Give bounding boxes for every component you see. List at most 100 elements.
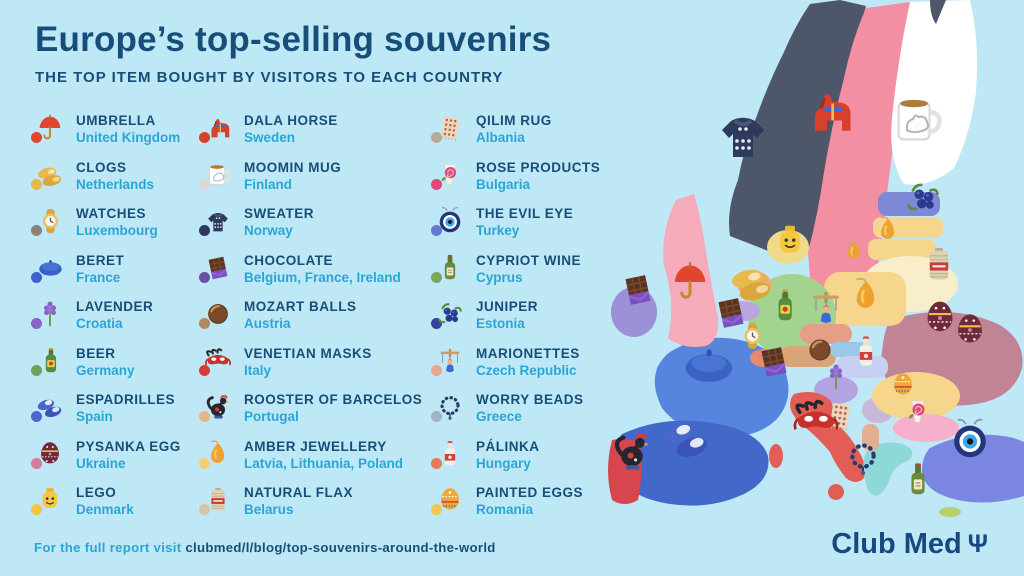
souvenir-item: CYPRIOT WINE Cyprus <box>431 252 645 299</box>
watch-icon <box>31 206 65 236</box>
souvenir-country: Romania <box>476 502 534 517</box>
marionette-icon <box>431 346 465 376</box>
souvenir-item: MARIONETTES Czech Republic <box>431 345 645 392</box>
juniper-icon <box>431 299 465 329</box>
footer-note: For the full report visit <box>34 540 186 555</box>
souvenir-item: PÁLINKA Hungary <box>431 438 645 485</box>
map-country-spain <box>613 420 769 506</box>
souvenir-name: AMBER JEWELLERY <box>244 438 387 454</box>
souvenir-country: Finland <box>244 176 292 192</box>
flax-icon <box>928 246 950 281</box>
souvenir-name: NATURAL FLAX <box>244 485 353 500</box>
worry-beads-icon <box>431 392 465 422</box>
beret-icon <box>31 253 65 283</box>
map-country-turkey <box>922 434 1024 503</box>
souvenir-country: Luxembourg <box>76 223 158 238</box>
map-country-sicily <box>828 484 844 500</box>
souvenir-item: SWEATER Norway <box>199 205 435 252</box>
souvenir-item: WORRY BEADS Greece <box>431 391 645 438</box>
map-land-fragment <box>930 0 946 24</box>
souvenir-country: Croatia <box>76 316 123 331</box>
souvenir-name: QILIM RUG <box>476 113 552 128</box>
rose-icon <box>431 160 465 190</box>
souvenir-item: LAVENDER Croatia <box>31 298 203 345</box>
souvenir-country: Austria <box>244 316 291 331</box>
souvenir-item: CHOCOLATE Belgium, France, Ireland <box>199 252 435 299</box>
souvenir-country: Spain <box>76 409 113 424</box>
page-subtitle: THE TOP ITEM BOUGHT BY VISITORS TO EACH … <box>35 69 504 86</box>
souvenir-item: VENETIAN MASKS Italy <box>199 345 435 392</box>
clubmed-logo: Club Med Ψ <box>831 528 988 561</box>
palinka-icon <box>431 439 465 469</box>
souvenir-item: QILIM RUG Albania <box>431 112 645 159</box>
footer: For the full report visit clubmed/l/blog… <box>34 540 496 555</box>
souvenir-name: MARIONETTES <box>476 345 580 361</box>
venetian-mask-icon <box>199 346 233 376</box>
souvenir-name: ROOSTER OF BARCELOS <box>244 392 423 407</box>
espadrilles-icon <box>31 392 65 422</box>
souvenir-country: Greece <box>476 409 522 424</box>
souvenir-name: ROSE PRODUCTS <box>476 159 601 175</box>
mozart-balls-icon <box>808 338 832 362</box>
souvenir-item: THE EVIL EYE Turkey <box>431 205 645 252</box>
souvenir-country: Norway <box>244 223 293 238</box>
beer-icon <box>31 346 65 376</box>
souvenir-name: CLOGS <box>76 159 127 175</box>
souvenir-item: WATCHES Luxembourg <box>31 205 203 252</box>
map-country-cyprus <box>939 507 961 517</box>
souvenir-name: UMBRELLA <box>76 113 156 128</box>
souvenir-name: MOOMIN MUG <box>244 159 342 175</box>
lavender-icon <box>31 299 65 329</box>
souvenir-country: Belarus <box>244 502 294 517</box>
souvenir-item: JUNIPER Estonia <box>431 298 645 345</box>
palinka-icon <box>859 336 873 366</box>
footer-url: clubmed/l/blog/top-souvenirs-around-the-… <box>185 540 496 555</box>
souvenir-name: WORRY BEADS <box>476 392 584 407</box>
flax-icon <box>199 485 233 515</box>
map-country-romania <box>872 372 960 420</box>
souvenir-name: BERET <box>76 252 125 268</box>
mozart-balls-icon <box>199 299 233 329</box>
souvenir-name: WATCHES <box>76 206 146 221</box>
souvenir-name: CYPRIOT WINE <box>476 252 582 268</box>
map-country-sardinia <box>769 444 783 468</box>
souvenir-name: PYSANKA EGG <box>76 438 181 454</box>
souvenir-item: LEGO Denmark <box>31 484 203 531</box>
souvenir-country: Sweden <box>244 130 296 145</box>
rooster-icon <box>199 392 233 422</box>
map-country-bulgaria <box>893 414 959 442</box>
map-country-czech-republic <box>800 324 852 344</box>
brand-name: Club Med <box>831 528 962 560</box>
souvenir-country: Portugal <box>244 409 299 424</box>
souvenir-country: Hungary <box>476 455 531 471</box>
souvenir-country: Bulgaria <box>476 176 531 192</box>
map-country-norway <box>729 0 866 254</box>
souvenir-item: MOOMIN MUG Finland <box>199 159 435 206</box>
souvenir-item: PAINTED EGGS Romania <box>431 484 645 531</box>
qilim-rug-icon <box>431 113 465 143</box>
souvenir-item: CLOGS Netherlands <box>31 159 203 206</box>
evil-eye-icon <box>953 418 987 459</box>
souvenir-country: France <box>76 269 121 285</box>
souvenir-country: Albania <box>476 130 525 145</box>
souvenir-country: Germany <box>76 362 135 378</box>
dala-horse-icon <box>199 113 233 143</box>
souvenir-name: LAVENDER <box>76 299 154 314</box>
souvenir-country: Ukraine <box>76 455 126 471</box>
souvenir-item: BEER Germany <box>31 345 203 392</box>
souvenir-name: THE EVIL EYE <box>476 206 574 221</box>
wine-icon <box>431 253 465 283</box>
souvenir-country: Cyprus <box>476 269 523 285</box>
souvenir-name: MOZART BALLS <box>244 299 357 314</box>
souvenir-country: Czech Republic <box>476 362 577 378</box>
souvenir-name: LEGO <box>76 485 117 500</box>
sweater-icon <box>199 206 233 236</box>
souvenir-name: ESPADRILLES <box>76 392 176 407</box>
souvenir-item: DALA HORSE Sweden <box>199 112 435 159</box>
souvenir-country: Turkey <box>476 223 520 238</box>
pysanka-egg-icon <box>31 439 65 469</box>
souvenir-name: JUNIPER <box>476 299 539 314</box>
souvenir-country: Belgium, France, Ireland <box>244 269 401 285</box>
souvenir-country: Latvia, Lithuania, Poland <box>244 455 404 471</box>
souvenir-country: United Kingdom <box>76 130 181 145</box>
